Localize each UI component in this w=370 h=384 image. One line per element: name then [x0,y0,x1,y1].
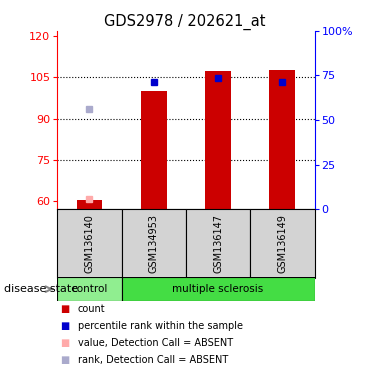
Text: control: control [71,284,108,295]
Text: GSM136140: GSM136140 [84,214,94,273]
Bar [250,209,314,278]
Bar [57,277,122,301]
Bar [186,209,250,278]
Text: percentile rank within the sample: percentile rank within the sample [78,321,243,331]
Bar [57,209,122,278]
Text: ■: ■ [60,355,70,365]
Bar [122,209,186,278]
Bar [141,91,166,209]
Bar [205,71,231,209]
Text: rank, Detection Call = ABSENT: rank, Detection Call = ABSENT [78,355,228,365]
Text: GDS2978 / 202621_at: GDS2978 / 202621_at [104,13,266,30]
Text: multiple sclerosis: multiple sclerosis [172,284,264,295]
Text: GSM136149: GSM136149 [278,214,287,273]
Text: ■: ■ [60,338,70,348]
Text: GSM134953: GSM134953 [149,214,159,273]
Text: ■: ■ [60,304,70,314]
Text: count: count [78,304,105,314]
Text: GSM136147: GSM136147 [213,214,223,273]
Bar [269,70,295,209]
Text: disease state: disease state [4,284,78,294]
Text: value, Detection Call = ABSENT: value, Detection Call = ABSENT [78,338,233,348]
Bar [77,200,102,209]
Text: ■: ■ [60,321,70,331]
Bar [122,277,314,301]
